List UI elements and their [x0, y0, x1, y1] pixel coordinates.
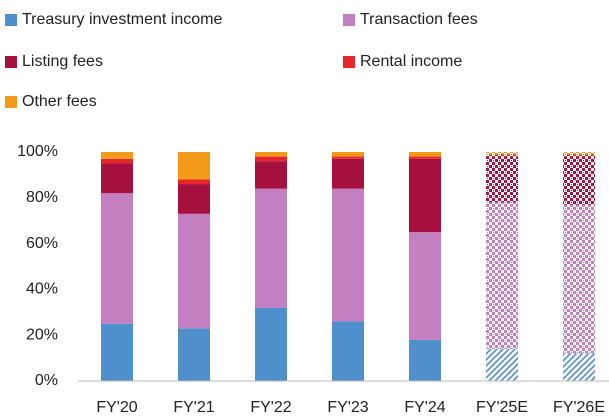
bar-segment — [409, 152, 441, 157]
bar-segment — [409, 156, 441, 159]
bar-segment — [255, 156, 287, 162]
y-tick-label: 80% — [26, 189, 58, 206]
bar-segment — [101, 193, 133, 324]
bar-segment — [255, 307, 287, 381]
y-tick-label: 100% — [17, 143, 58, 160]
y-tick-label: 40% — [26, 281, 58, 298]
bar-segment — [563, 204, 595, 354]
legend-swatch — [5, 14, 17, 26]
bar-segment — [332, 158, 364, 189]
x-tick-label: FY'21 — [173, 399, 214, 416]
bar-segment — [409, 158, 441, 233]
y-tick-label: 60% — [26, 235, 58, 252]
bar-segment — [101, 163, 133, 194]
bar-segment — [178, 184, 210, 214]
x-tick-label: FY'23 — [327, 399, 368, 416]
legend-label: Rental income — [360, 53, 462, 70]
y-tick-label: 0% — [35, 372, 58, 389]
bar-segment — [563, 154, 595, 157]
bar-segment — [332, 188, 364, 322]
legend-label: Treasury investment income — [22, 11, 222, 28]
bar-segment — [178, 213, 210, 329]
bar-segment — [409, 232, 441, 340]
x-tick-label: FY'26E — [553, 399, 605, 416]
bar-segment — [332, 321, 364, 381]
legend-swatch — [343, 56, 355, 68]
bar-segment — [486, 202, 518, 349]
bar-segment — [486, 152, 518, 155]
bar-segment — [409, 339, 441, 381]
bar-segment — [178, 328, 210, 381]
x-tick-label: FY'24 — [404, 399, 445, 416]
legend-swatch — [5, 96, 17, 108]
x-tick-label: FY'22 — [250, 399, 291, 416]
legend-swatch — [5, 56, 17, 68]
bar-segment — [178, 179, 210, 185]
bar-segment — [255, 152, 287, 157]
legend-label: Other fees — [22, 93, 97, 110]
bar-segment — [332, 156, 364, 159]
bar-segment — [178, 152, 210, 180]
x-tick-label: FY'20 — [96, 399, 137, 416]
bar-segment — [486, 348, 518, 381]
bar-segment — [101, 152, 133, 159]
bar-segment — [563, 353, 595, 381]
legend-label: Transaction fees — [360, 11, 478, 28]
legend-label: Listing fees — [22, 53, 103, 70]
bar-segment — [486, 156, 518, 203]
bar-segment — [255, 161, 287, 189]
bar-segment — [101, 323, 133, 381]
bar-segment — [332, 152, 364, 157]
bar-segment — [563, 156, 595, 205]
bar-segment — [101, 158, 133, 164]
bar-segment — [255, 188, 287, 308]
x-tick-label: FY'25E — [476, 399, 528, 416]
bar-segment — [486, 154, 518, 157]
y-tick-label: 20% — [26, 326, 58, 343]
bar-segment — [563, 152, 595, 155]
legend-swatch — [343, 14, 355, 26]
